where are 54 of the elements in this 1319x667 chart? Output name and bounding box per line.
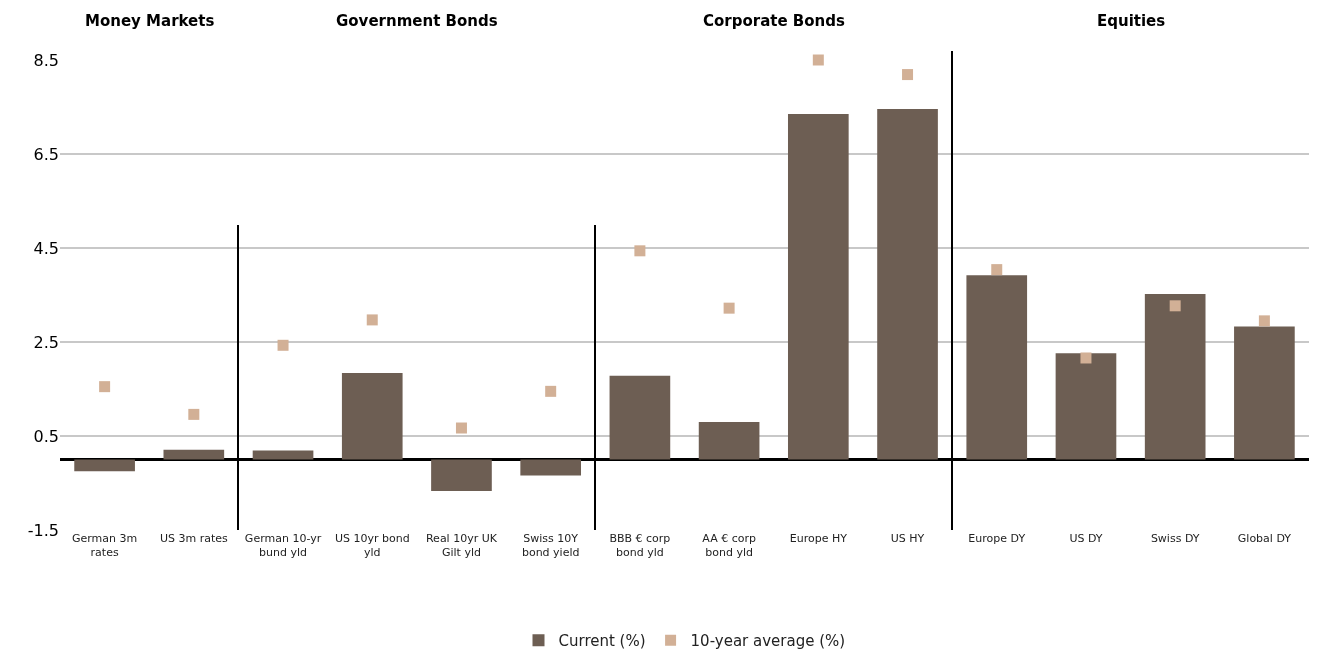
- x-tick-label: Real 10yr UK Gilt yld: [425, 532, 498, 560]
- x-tick-label: Swiss DY: [1150, 532, 1200, 545]
- point: [99, 381, 111, 393]
- point: [277, 339, 289, 351]
- bar: [431, 459, 492, 491]
- y-tick-label: -1.5: [27, 520, 59, 540]
- text: Corporate Bonds: [703, 12, 845, 30]
- point: [545, 385, 557, 397]
- text: Money Markets: [85, 12, 215, 30]
- point: [723, 302, 735, 314]
- bar: [1055, 353, 1117, 460]
- x-tick-label: BBB € corp bond yld: [609, 532, 671, 560]
- y-tick-label: 0.5: [33, 426, 59, 446]
- point: [1258, 315, 1270, 327]
- y-tick-label: 8.5: [33, 50, 59, 70]
- text: Equities: [1097, 12, 1166, 30]
- x-tick-label: Global DY: [1237, 532, 1292, 545]
- y-tick-label: 4.5: [33, 238, 59, 258]
- x-tick-label: German 10-yr bund yld: [244, 532, 322, 560]
- bar: [1234, 326, 1295, 460]
- bar: [74, 459, 135, 472]
- x-tick-label: German 3m rates: [71, 532, 138, 560]
- bar: [1144, 294, 1206, 460]
- point: [188, 408, 200, 420]
- x-tick-label: Europe DY: [968, 532, 1026, 545]
- bar: [520, 459, 582, 476]
- point: [634, 245, 646, 257]
- point: [812, 54, 824, 66]
- legend-label: Current (%): [558, 632, 646, 651]
- bar: [966, 275, 1028, 460]
- point: [455, 422, 467, 434]
- legend-label: 10-year average (%): [690, 632, 846, 651]
- x-tick-label: Europe HY: [789, 532, 848, 545]
- bar: [787, 114, 849, 460]
- bar: [877, 108, 938, 460]
- y-tick-label: 6.5: [33, 144, 59, 164]
- point: [902, 69, 914, 81]
- x-tick-label: Swiss 10Y bond yield: [521, 532, 580, 560]
- y-tick-label: 2.5: [33, 332, 59, 352]
- x-tick-label: AA € corp bond yld: [702, 532, 756, 560]
- bar: [252, 450, 314, 460]
- point: [1169, 300, 1181, 312]
- text: Government Bonds: [336, 12, 498, 30]
- point: [366, 314, 378, 326]
- x-tick-label: US HY: [890, 532, 925, 545]
- point: [991, 264, 1003, 276]
- x-tick-label: US DY: [1069, 532, 1103, 545]
- bar: [341, 373, 403, 460]
- bar: [698, 421, 760, 460]
- bar: [609, 375, 671, 460]
- bar: [163, 449, 225, 460]
- point: [1080, 352, 1092, 364]
- x-tick-label: US 10yr bond yld: [334, 532, 410, 560]
- x-tick-label: US 3m rates: [159, 532, 228, 545]
